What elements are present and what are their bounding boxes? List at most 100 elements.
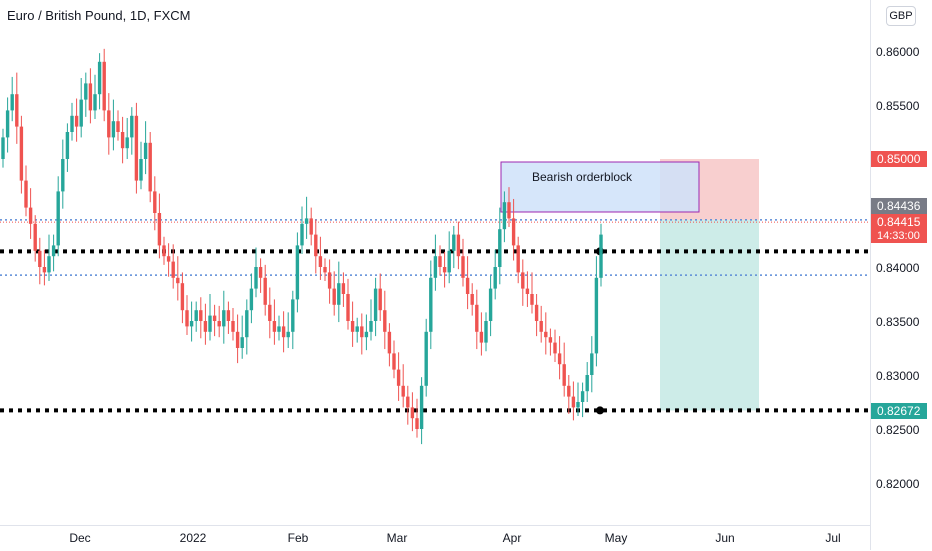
target-zone — [660, 219, 759, 411]
candle-body — [15, 94, 19, 127]
candle-body — [442, 267, 447, 273]
x-tick: Mar — [386, 531, 408, 545]
candle-body — [148, 142, 152, 192]
candle-body — [373, 288, 378, 321]
candle-body — [300, 223, 304, 246]
x-tick: 2022 — [179, 531, 207, 545]
symbol-title: Euro / British Pound, 1D, FXCM — [7, 8, 191, 23]
candle-body — [47, 256, 51, 273]
candle-body — [199, 310, 203, 321]
candle-body — [42, 267, 47, 273]
y-tick: 0.84000 — [876, 261, 920, 275]
candle-body — [281, 326, 286, 338]
candle-body — [33, 223, 37, 251]
candle-body — [571, 396, 576, 408]
candle-body — [111, 121, 116, 138]
candle-body — [277, 326, 281, 332]
candlestick-chart[interactable] — [0, 0, 870, 525]
price-axis[interactable] — [870, 0, 932, 550]
candle-body — [562, 364, 566, 386]
y-tick: 0.86000 — [876, 45, 920, 59]
candle-body — [162, 245, 166, 257]
candle-body — [116, 121, 120, 132]
candle-body — [226, 310, 231, 321]
candle-body — [61, 159, 65, 192]
candle-body — [567, 385, 571, 397]
candle-body — [346, 294, 350, 321]
candle-body — [484, 321, 488, 343]
orderblock-label: Bearish orderblock — [532, 170, 633, 184]
candle-body — [387, 331, 392, 354]
candle-body — [235, 331, 240, 348]
candle-body — [130, 115, 134, 138]
candle-body — [424, 331, 428, 386]
candle-body — [176, 277, 180, 284]
entry-price-tag: 0.84436 — [871, 198, 927, 214]
candle-body — [327, 272, 332, 289]
candle-body — [350, 321, 355, 332]
candle-body — [28, 207, 33, 224]
countdown-tag: 14:33:00 — [871, 229, 927, 243]
candle-body — [125, 137, 129, 149]
x-tick: May — [604, 531, 628, 545]
y-tick: 0.82000 — [876, 477, 920, 491]
y-tick: 0.83500 — [876, 315, 920, 329]
stop-price-tag: 0.85000 — [871, 151, 927, 167]
candle-body — [544, 331, 548, 338]
candle-body — [189, 321, 194, 327]
candle-body — [580, 391, 585, 402]
candle-body — [74, 115, 79, 127]
candle-body — [355, 326, 359, 332]
candle-body — [295, 245, 300, 300]
candle-body — [5, 110, 10, 138]
candle-body — [534, 304, 539, 321]
candle-body — [585, 375, 589, 392]
candle-body — [396, 369, 401, 386]
candle-body — [93, 94, 97, 111]
candle-body — [180, 283, 185, 311]
candle-body — [134, 115, 139, 181]
candle-body — [38, 250, 42, 267]
candle-body — [272, 321, 277, 332]
candle-body — [245, 310, 249, 338]
candle-body — [369, 321, 373, 332]
candle-body — [498, 229, 502, 267]
currency-button[interactable]: GBP — [886, 6, 916, 26]
candle-body — [84, 83, 88, 100]
candle-body — [194, 310, 198, 321]
candle-body — [410, 407, 415, 419]
y-tick: 0.83000 — [876, 369, 920, 383]
candle-body — [222, 310, 226, 327]
candle-body — [318, 256, 323, 267]
candle-body — [171, 261, 175, 278]
candle-body — [383, 310, 387, 332]
candle-body — [56, 191, 60, 246]
candle-body — [97, 61, 102, 95]
candle-body — [139, 159, 143, 181]
x-tick: Feb — [287, 531, 309, 545]
candle-body — [553, 342, 557, 354]
candle-body — [157, 213, 162, 246]
candle-body — [470, 294, 474, 305]
candle-body — [166, 256, 171, 262]
candle-body — [576, 402, 580, 408]
chart-area[interactable] — [0, 0, 870, 525]
candle-body — [185, 310, 189, 327]
candle-body — [465, 277, 470, 294]
candle-body — [392, 353, 396, 370]
candle-body — [120, 132, 125, 149]
candle-body — [452, 234, 456, 251]
current-price-tag: 0.84415 — [871, 214, 927, 230]
candle-body — [507, 202, 511, 219]
candle-body — [419, 385, 424, 429]
candle-body — [240, 337, 244, 348]
candle-body — [65, 132, 70, 159]
candle-body — [143, 142, 148, 159]
time-axis[interactable] — [0, 525, 870, 551]
candle-body — [521, 272, 525, 289]
candle-body — [19, 126, 24, 181]
candle-body — [461, 256, 465, 278]
candle-body — [493, 267, 497, 289]
candle-body — [263, 277, 267, 305]
candle-body — [516, 245, 520, 273]
